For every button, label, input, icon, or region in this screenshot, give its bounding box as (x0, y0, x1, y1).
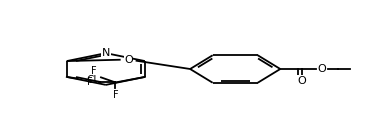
Text: N: N (102, 48, 110, 58)
Text: F: F (113, 90, 118, 100)
Text: F: F (91, 66, 97, 76)
Text: F: F (87, 77, 93, 87)
Text: Cl: Cl (86, 75, 97, 85)
Text: O: O (298, 76, 306, 86)
Text: O: O (318, 64, 326, 74)
Text: O: O (124, 55, 133, 64)
